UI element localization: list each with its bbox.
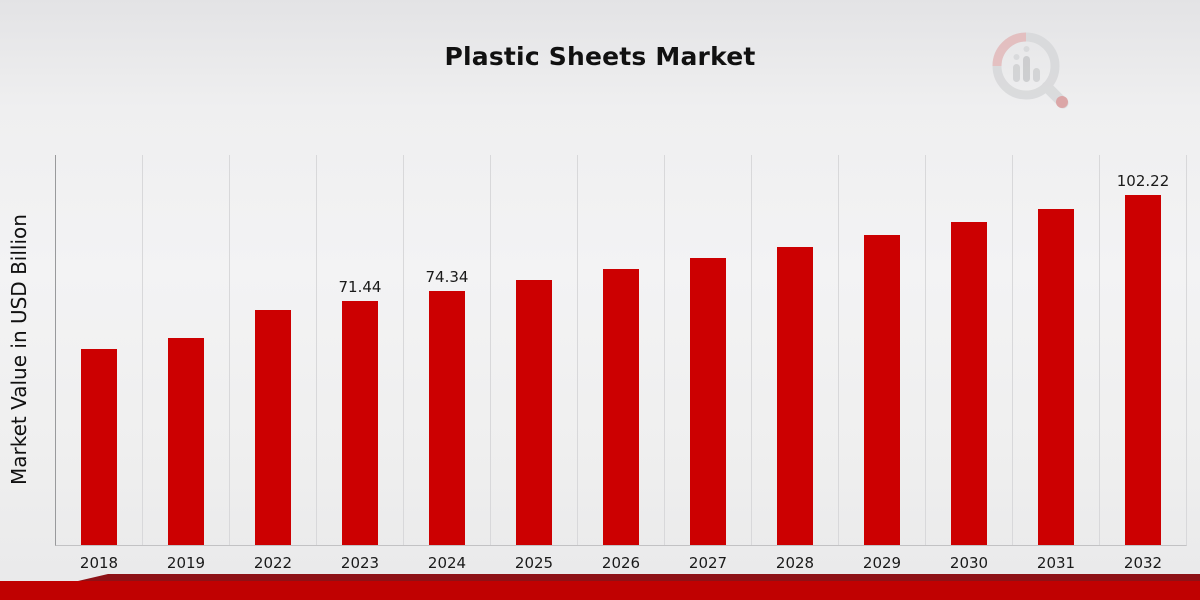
bar-2031: [1038, 209, 1074, 545]
category-band: 2018: [56, 155, 142, 572]
category-band: 74.34 2024: [403, 155, 490, 572]
footer-band: [0, 581, 1200, 600]
x-tick-label: 2028: [775, 554, 815, 572]
bar-value-label: 71.44: [338, 277, 382, 296]
category-band: 2029: [838, 155, 925, 572]
bar-2024: [429, 290, 465, 545]
category-band: 2028: [751, 155, 838, 572]
x-tick-label: 2023: [340, 554, 380, 572]
plot-area: 2018 2019 2022 71.44 2023 74.34 2024 2025 2026 20…: [55, 155, 1187, 572]
category-band: 2026: [577, 155, 664, 572]
x-tick-label: 2025: [514, 554, 554, 572]
bar-2022: [255, 310, 291, 545]
category-band: 2031: [1012, 155, 1099, 572]
x-tick-label: 2019: [166, 554, 206, 572]
x-tick-label: 2030: [949, 554, 989, 572]
logo-svg: [992, 32, 1069, 109]
x-tick-label: 2029: [862, 554, 902, 572]
y-axis-label: Market Value in USD Billion: [7, 214, 31, 486]
bar-2023: [342, 300, 378, 545]
category-band: 71.44 2023: [316, 155, 403, 572]
x-tick-label: 2027: [688, 554, 728, 572]
x-tick-label: 2024: [427, 554, 467, 572]
bar-2032: [1125, 195, 1161, 545]
bar-2027: [690, 258, 726, 545]
category-band: 2022: [229, 155, 316, 572]
category-band: 2025: [490, 155, 577, 572]
footer-stripe-dark: [78, 574, 1200, 581]
chart-title: Plastic Sheets Market: [444, 42, 756, 71]
category-band: 2030: [925, 155, 1012, 572]
x-tick-label: 2032: [1123, 554, 1163, 572]
bar-2019: [168, 338, 204, 545]
category-band: 2019: [142, 155, 229, 572]
bar-2018: [81, 349, 117, 545]
x-tick-label: 2018: [79, 554, 119, 572]
bar-2025: [516, 280, 552, 545]
bar-2030: [951, 222, 987, 545]
magnifier-bar-chart-logo-icon: [982, 26, 1092, 114]
bar-2028: [777, 246, 813, 545]
x-tick-label: 2026: [601, 554, 641, 572]
x-tick-label: 2031: [1036, 554, 1076, 572]
category-band: 102.22 2032: [1099, 155, 1186, 572]
bar-value-label: 74.34: [425, 267, 469, 286]
bar-2026: [603, 269, 639, 545]
bar-value-label: 102.22: [1116, 172, 1170, 191]
bar-2029: [864, 234, 900, 545]
category-band: 2027: [664, 155, 751, 572]
x-tick-label: 2022: [253, 554, 293, 572]
